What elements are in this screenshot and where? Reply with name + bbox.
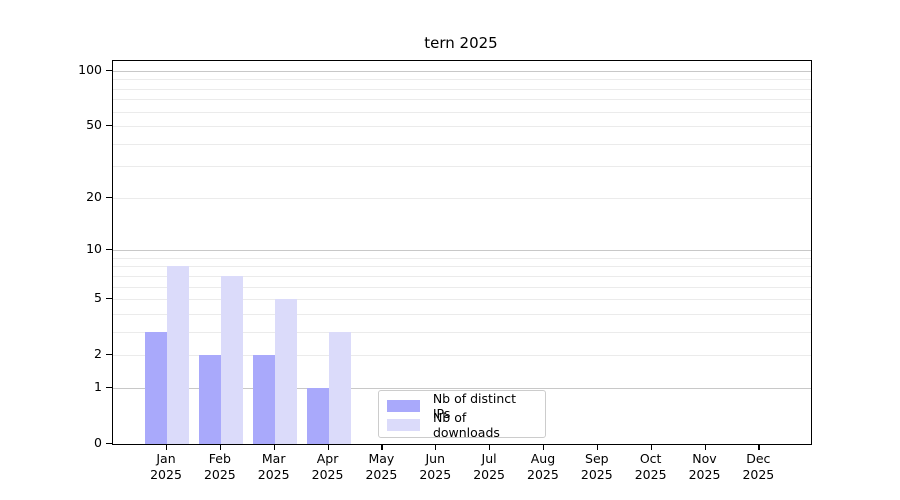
minor-gridline [113, 197, 811, 199]
legend-swatch-distinct-ips [387, 399, 420, 412]
y-tick-label: 5 [94, 290, 102, 306]
x-tick-mark [435, 444, 437, 450]
minor-gridline [113, 166, 811, 168]
y-tick-label: 1 [94, 378, 102, 394]
major-gridline [113, 387, 811, 389]
bar-distinct-ips-mar [252, 355, 275, 444]
x-tick-mark [273, 444, 275, 450]
x-tick-label: Oct 2025 [634, 451, 667, 482]
x-tick-mark [327, 444, 329, 450]
legend-item-distinct-ips: Nb of distinct IPs [387, 391, 537, 421]
legend-label-distinct-ips: Nb of distinct IPs [432, 390, 517, 421]
x-tick-mark [542, 444, 545, 450]
minor-gridline [113, 143, 811, 145]
bar-distinct-ips-feb [198, 355, 221, 444]
x-tick-mark [596, 444, 598, 450]
bar-distinct-ips-apr [306, 387, 329, 444]
bar-downloads-feb [220, 275, 243, 444]
x-tick-mark [489, 444, 491, 450]
x-tick-mark [650, 444, 652, 450]
x-tick-mark [758, 444, 760, 450]
minor-gridline [113, 79, 811, 81]
x-tick-mark [219, 444, 222, 450]
x-tick-label: Nov 2025 [688, 451, 721, 482]
legend: Nb of distinct IPs Nb of downloads [378, 390, 546, 440]
minor-gridline [113, 275, 811, 277]
bar-downloads-apr [328, 331, 351, 444]
minor-gridline [113, 313, 811, 315]
y-tick-mark [106, 354, 112, 356]
minor-gridline [113, 299, 811, 301]
bar-distinct-ips-jan [145, 331, 167, 444]
x-tick-mark [704, 444, 706, 450]
legend-swatch-downloads [387, 418, 420, 431]
y-tick-label: 10 [86, 241, 102, 257]
x-tick-label: Jun 2025 [419, 451, 452, 482]
y-tick-label: 100 [78, 62, 102, 77]
major-gridline [113, 250, 811, 252]
legend-item-downloads: Nb of downloads [387, 410, 537, 440]
minor-gridline [113, 331, 811, 333]
x-tick-mark [166, 444, 168, 450]
minor-gridline [113, 286, 811, 288]
x-tick-label: Apr 2025 [311, 451, 344, 482]
x-tick-label: Aug 2025 [527, 451, 559, 482]
x-tick-label: Sep 2025 [580, 451, 613, 482]
x-tick-label: Feb 2025 [203, 451, 236, 482]
x-tick-label: Dec 2025 [742, 451, 775, 482]
x-tick-label: Jan 2025 [150, 451, 182, 482]
x-tick-label: Jul 2025 [473, 451, 505, 482]
minor-gridline [113, 355, 811, 357]
x-tick-mark [381, 444, 383, 450]
y-tick-mark [106, 249, 112, 251]
x-tick-label: Mar 2025 [257, 451, 290, 482]
minor-gridline [113, 99, 811, 101]
plot-area [112, 60, 812, 445]
minor-gridline [113, 257, 811, 259]
y-tick-mark [106, 298, 112, 300]
y-tick-mark [106, 196, 112, 199]
y-tick-label: 50 [86, 117, 102, 133]
chart-title: tern 2025 [424, 34, 498, 52]
legend-label-downloads: Nb of downloads [432, 409, 500, 440]
y-tick-mark [106, 443, 112, 445]
y-tick-label: 20 [86, 188, 102, 204]
minor-gridline [113, 126, 811, 128]
x-tick-label: May 2025 [365, 451, 398, 482]
y-tick-mark [106, 386, 112, 389]
bar-downloads-jan [167, 266, 189, 444]
y-tick-label: 2 [94, 346, 102, 362]
bar-downloads-mar [274, 299, 297, 444]
minor-gridline [113, 266, 811, 268]
minor-gridline [113, 111, 811, 113]
y-tick-mark [106, 125, 112, 127]
y-tick-label: 0 [94, 435, 102, 450]
y-tick-mark [106, 70, 112, 72]
minor-gridline [113, 88, 811, 90]
major-gridline [113, 71, 811, 72]
